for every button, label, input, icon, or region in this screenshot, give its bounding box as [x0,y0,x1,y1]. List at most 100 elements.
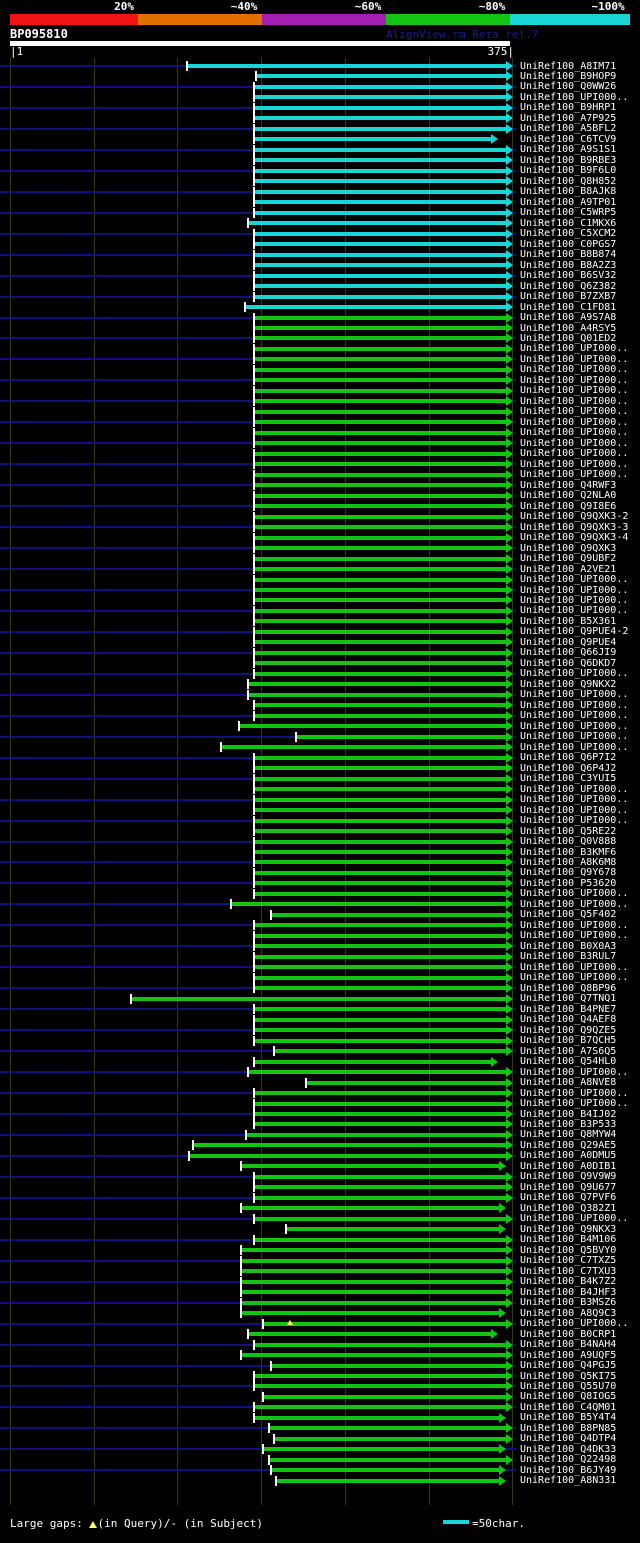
hit-bar[interactable] [253,252,507,257]
hit-label[interactable]: UniRef100_B4PNE7 [520,1003,617,1015]
hit-label[interactable]: UniRef100_UPI000.. [520,1213,629,1225]
hit-label[interactable]: UniRef100_C5XCM2 [520,228,617,240]
hit-bar[interactable] [285,1227,500,1232]
hit-label[interactable]: UniRef100_UPI000.. [520,668,629,680]
hit-label[interactable]: UniRef100_Q5F402 [520,909,617,921]
hit-bar[interactable] [253,986,507,991]
hit-bar[interactable] [253,1237,507,1242]
hit-label[interactable]: UniRef100_UPI000.. [520,961,629,973]
hit-label[interactable]: UniRef100_UPI000.. [520,584,629,596]
hit-bar[interactable] [253,504,507,509]
hit-bar[interactable] [186,64,507,68]
hit-bar[interactable] [253,483,507,488]
hit-bar[interactable] [253,95,507,100]
hit-label[interactable]: UniRef100_Q8BP96 [520,982,617,994]
hit-bar[interactable] [192,1143,507,1148]
hit-label[interactable]: UniRef100_Q7PVF6 [520,1192,617,1204]
hit-bar[interactable] [253,158,507,163]
hit-bar[interactable] [220,745,507,750]
hit-bar[interactable] [253,661,507,666]
hit-bar[interactable] [253,881,507,886]
hit-label[interactable]: UniRef100_Q6DKD7 [520,657,617,669]
hit-label[interactable]: UniRef100_B9F6L0 [520,165,617,177]
hit-label[interactable]: UniRef100_A4RSY5 [520,322,617,334]
hit-label[interactable]: UniRef100_UPI000.. [520,689,629,701]
hit-bar[interactable] [253,231,507,236]
hit-label[interactable]: UniRef100_B4K7Z2 [520,1276,617,1288]
hit-bar[interactable] [275,1478,500,1483]
hit-label[interactable]: UniRef100_UPI000.. [520,448,629,460]
hit-label[interactable]: UniRef100_Q9QXK3-2 [520,511,629,523]
hit-label[interactable]: UniRef100_B3KMF6 [520,846,617,858]
hit-bar[interactable] [253,84,507,89]
hit-label[interactable]: UniRef100_B9HRP1 [520,102,617,114]
hit-label[interactable]: UniRef100_C0PGS7 [520,238,617,250]
hit-label[interactable]: UniRef100_A8IM71 [520,60,617,72]
hit-bar[interactable] [253,766,507,771]
hit-bar[interactable] [253,933,507,938]
hit-label[interactable]: UniRef100_A5BFL2 [520,123,617,135]
hit-label[interactable]: UniRef100_UPI000.. [520,395,629,407]
hit-bar[interactable] [262,1394,507,1399]
hit-bar[interactable] [253,315,507,320]
hit-bar[interactable] [262,1321,507,1326]
hit-bar[interactable] [253,462,507,467]
hit-label[interactable]: UniRef100_B4JHF3 [520,1286,617,1298]
hit-label[interactable]: UniRef100_Q9UBF2 [520,553,617,565]
hit-label[interactable]: UniRef100_Q54HL0 [520,1056,617,1068]
hit-label[interactable]: UniRef100_UPI000.. [520,898,629,910]
hit-label[interactable]: UniRef100_Q382Z1 [520,1202,617,1214]
hit-label[interactable]: UniRef100_Q9V9W9 [520,1171,617,1183]
hit-label[interactable]: UniRef100_B5Y4T4 [520,1412,617,1424]
hit-label[interactable]: UniRef100_A7P925 [520,112,617,124]
hit-label[interactable]: UniRef100_UPI000.. [520,574,629,586]
hit-bar[interactable] [253,472,507,477]
hit-bar[interactable] [253,388,507,393]
hit-bar[interactable] [253,535,507,540]
hit-label[interactable]: UniRef100_B7QCH5 [520,1035,617,1047]
hit-bar[interactable] [253,598,507,603]
hit-label[interactable]: UniRef100_Q66JI9 [520,647,617,659]
hit-bar[interactable] [253,326,507,330]
hit-label[interactable]: UniRef100_UPI000.. [520,720,629,732]
hit-bar[interactable] [244,305,507,310]
hit-label[interactable]: UniRef100_Q8MYW4 [520,1129,617,1141]
hit-label[interactable]: UniRef100_Q9U677 [520,1181,617,1193]
hit-bar[interactable] [253,1174,507,1179]
hit-bar[interactable] [253,1028,507,1033]
hit-label[interactable]: UniRef100_Q0WW26 [520,81,617,93]
hit-bar[interactable] [247,682,507,687]
hit-bar[interactable] [253,525,507,530]
hit-label[interactable]: UniRef100_UPI000.. [520,1318,629,1330]
hit-label[interactable]: UniRef100_A8NVE8 [520,1077,617,1089]
hit-bar[interactable] [253,116,507,121]
hit-label[interactable]: UniRef100_A9UQF5 [520,1349,617,1361]
hit-bar[interactable] [245,1132,507,1137]
hit-bar[interactable] [253,105,507,110]
hit-label[interactable]: UniRef100_UPI000.. [520,469,629,481]
hit-bar[interactable] [253,1342,507,1347]
hit-label[interactable]: UniRef100_Q5KI75 [520,1370,617,1382]
hit-label[interactable]: UniRef100_UPI000.. [520,731,629,743]
hit-label[interactable]: UniRef100_B5X361 [520,615,617,627]
hit-label[interactable]: UniRef100_B3P533 [520,1118,617,1130]
hit-label[interactable]: UniRef100_B0CRP1 [520,1328,617,1340]
hit-bar[interactable] [253,451,507,456]
hit-bar[interactable] [253,1405,507,1410]
hit-bar[interactable] [253,367,507,372]
hit-label[interactable]: UniRef100_Q9NKX2 [520,678,617,690]
hit-bar[interactable] [247,692,507,697]
hit-bar[interactable] [253,1185,507,1190]
hit-label[interactable]: UniRef100_Q9QXK3 [520,542,617,554]
hit-label[interactable]: UniRef100_A8Q9C3 [520,1307,617,1319]
hit-bar[interactable] [240,1248,507,1253]
hit-label[interactable]: UniRef100_Q8IOG5 [520,1391,617,1403]
hit-bar[interactable] [253,787,507,792]
hit-bar[interactable] [253,284,507,289]
hit-bar[interactable] [247,221,507,226]
hit-bar[interactable] [240,1311,500,1316]
hit-label[interactable]: UniRef100_A0DMU5 [520,1150,617,1162]
hit-label[interactable]: UniRef100_UPI000.. [520,919,629,931]
hit-bar[interactable] [253,860,507,865]
hit-label[interactable]: UniRef100_C1FD81 [520,301,617,313]
